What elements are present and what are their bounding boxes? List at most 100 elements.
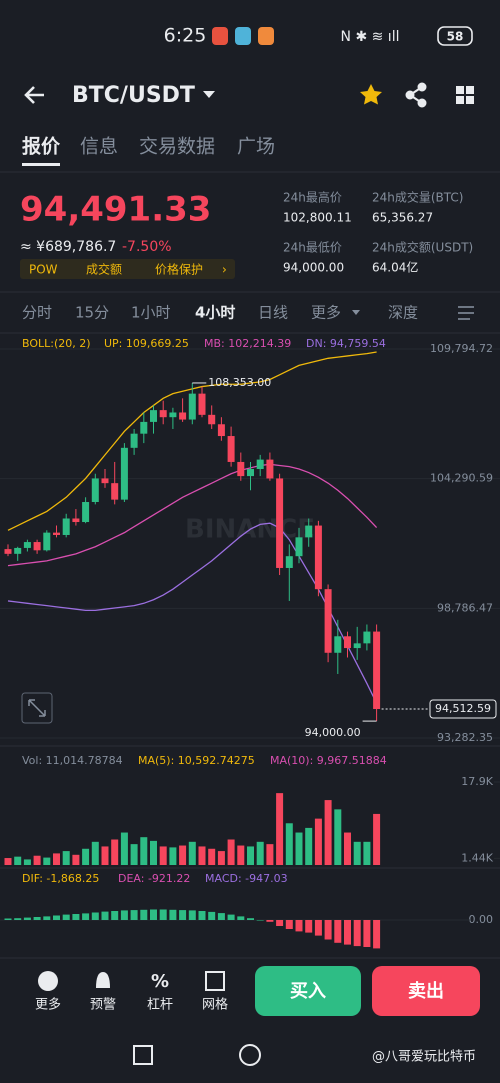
y-tick-label: 98,786.47 bbox=[437, 601, 493, 614]
tab[interactable]: 广场 bbox=[237, 136, 275, 158]
interval[interactable]: 深度 bbox=[388, 304, 418, 322]
settings-button[interactable] bbox=[458, 306, 474, 320]
macd-bar bbox=[188, 910, 196, 920]
candle-body bbox=[188, 393, 196, 420]
volume-bar bbox=[285, 823, 293, 865]
candle-body bbox=[198, 393, 206, 415]
macd-bar bbox=[208, 911, 216, 920]
pair-dropdown[interactable] bbox=[203, 91, 215, 98]
action-label[interactable]: 更多 bbox=[35, 997, 61, 1013]
favorite-button[interactable] bbox=[360, 84, 382, 105]
tab[interactable]: 信息 bbox=[80, 136, 118, 158]
layout-button[interactable] bbox=[456, 86, 474, 104]
boll-line bbox=[7, 463, 378, 567]
macd-bar bbox=[130, 910, 138, 920]
volume-bar bbox=[198, 846, 206, 865]
battery bbox=[437, 26, 473, 46]
nav-recents[interactable] bbox=[133, 1045, 153, 1065]
tag-bar[interactable] bbox=[20, 259, 235, 279]
volume-bar bbox=[363, 841, 371, 865]
macd-bar bbox=[82, 913, 90, 920]
tab[interactable]: 报价 bbox=[22, 135, 61, 158]
candle-body bbox=[33, 542, 41, 551]
candle-body bbox=[72, 518, 80, 523]
alert-icon[interactable] bbox=[96, 972, 110, 988]
margin-icon[interactable]: % bbox=[151, 971, 169, 992]
candle-body bbox=[305, 525, 313, 538]
volume-bar bbox=[23, 859, 31, 865]
volume-bar bbox=[14, 856, 22, 865]
high-label: 108,353.00 bbox=[208, 376, 271, 389]
volume-bar bbox=[140, 837, 148, 865]
macd-bar bbox=[314, 920, 322, 936]
macd-legend: MACD: -947.03 bbox=[205, 872, 288, 885]
macd-bar bbox=[53, 915, 60, 920]
action-label[interactable]: 杠杆 bbox=[147, 997, 173, 1013]
macd-bar bbox=[150, 909, 157, 920]
candle-body bbox=[314, 525, 322, 590]
tab-underline bbox=[22, 163, 60, 166]
grid-icon[interactable] bbox=[205, 971, 225, 991]
stat-label: 24h最高价 bbox=[283, 190, 342, 205]
nav-home[interactable] bbox=[239, 1044, 261, 1066]
action-label[interactable]: 预警 bbox=[90, 997, 116, 1013]
volume-bar bbox=[373, 813, 381, 865]
candle-body bbox=[208, 414, 216, 425]
volume-bar bbox=[256, 841, 264, 865]
volume-bar bbox=[188, 841, 196, 865]
volume-legend: MA(5): 10,592.74275 bbox=[138, 754, 255, 767]
action-label[interactable]: 网格 bbox=[202, 997, 228, 1013]
chart: 109,794.72 104,290.59 98,786.47 93,282.35 10… bbox=[0, 342, 500, 949]
stat-label: 24h最低价 bbox=[283, 241, 342, 255]
candle-body bbox=[266, 459, 274, 479]
macd-bar bbox=[111, 911, 119, 920]
volume-bar bbox=[208, 848, 216, 865]
volume-bar bbox=[353, 841, 361, 865]
status-icon bbox=[235, 27, 251, 45]
tab[interactable]: 交易数据 bbox=[139, 136, 215, 158]
buy-button[interactable] bbox=[255, 966, 361, 1016]
interval-active[interactable]: 4小时 bbox=[195, 304, 235, 322]
last-price: 94,491.33 bbox=[20, 190, 211, 230]
y-tick-label: 104,290.59 bbox=[430, 472, 493, 485]
pair-title[interactable]: BTC/USDT bbox=[72, 83, 195, 108]
status-icon bbox=[258, 27, 274, 45]
volume-bar bbox=[72, 854, 80, 865]
macd-bar bbox=[266, 920, 274, 922]
candle-body bbox=[179, 412, 187, 420]
candle-body bbox=[111, 483, 119, 500]
more-dropdown[interactable] bbox=[352, 310, 360, 315]
back-button[interactable] bbox=[24, 86, 44, 104]
interval[interactable]: 15分 bbox=[75, 304, 109, 322]
candle-body bbox=[101, 478, 109, 484]
macd-bar bbox=[43, 916, 51, 920]
candle-body bbox=[344, 636, 351, 649]
interval[interactable]: 1小时 bbox=[131, 304, 171, 322]
stat-value: 102,800.11 bbox=[283, 211, 352, 225]
volume-bar bbox=[130, 844, 138, 865]
interval[interactable]: 日线 bbox=[258, 304, 288, 322]
share-button[interactable] bbox=[405, 82, 427, 108]
candle-body bbox=[217, 424, 225, 437]
macd-tick-label: 0.00 bbox=[469, 913, 494, 926]
volume-bar bbox=[91, 841, 99, 865]
macd-bar bbox=[159, 909, 167, 920]
macd-bar bbox=[344, 920, 351, 945]
macd-bar bbox=[91, 912, 99, 920]
interval[interactable]: 分时 bbox=[22, 304, 52, 322]
candle-body bbox=[285, 556, 293, 568]
sell-button[interactable] bbox=[372, 966, 480, 1016]
status-icon bbox=[212, 27, 228, 45]
macd-bar bbox=[247, 918, 254, 920]
expand-button[interactable] bbox=[21, 692, 53, 724]
volume-bar bbox=[314, 818, 322, 865]
candle-body bbox=[43, 532, 51, 551]
interval[interactable]: 更多 bbox=[311, 304, 341, 322]
volume-bar bbox=[266, 844, 274, 865]
more-icon[interactable] bbox=[38, 971, 58, 991]
stat-value: 65,356.27 bbox=[372, 211, 433, 225]
volume-bar bbox=[150, 840, 157, 865]
macd-bar bbox=[276, 920, 284, 926]
low-label: 94,000.00 bbox=[305, 726, 361, 739]
